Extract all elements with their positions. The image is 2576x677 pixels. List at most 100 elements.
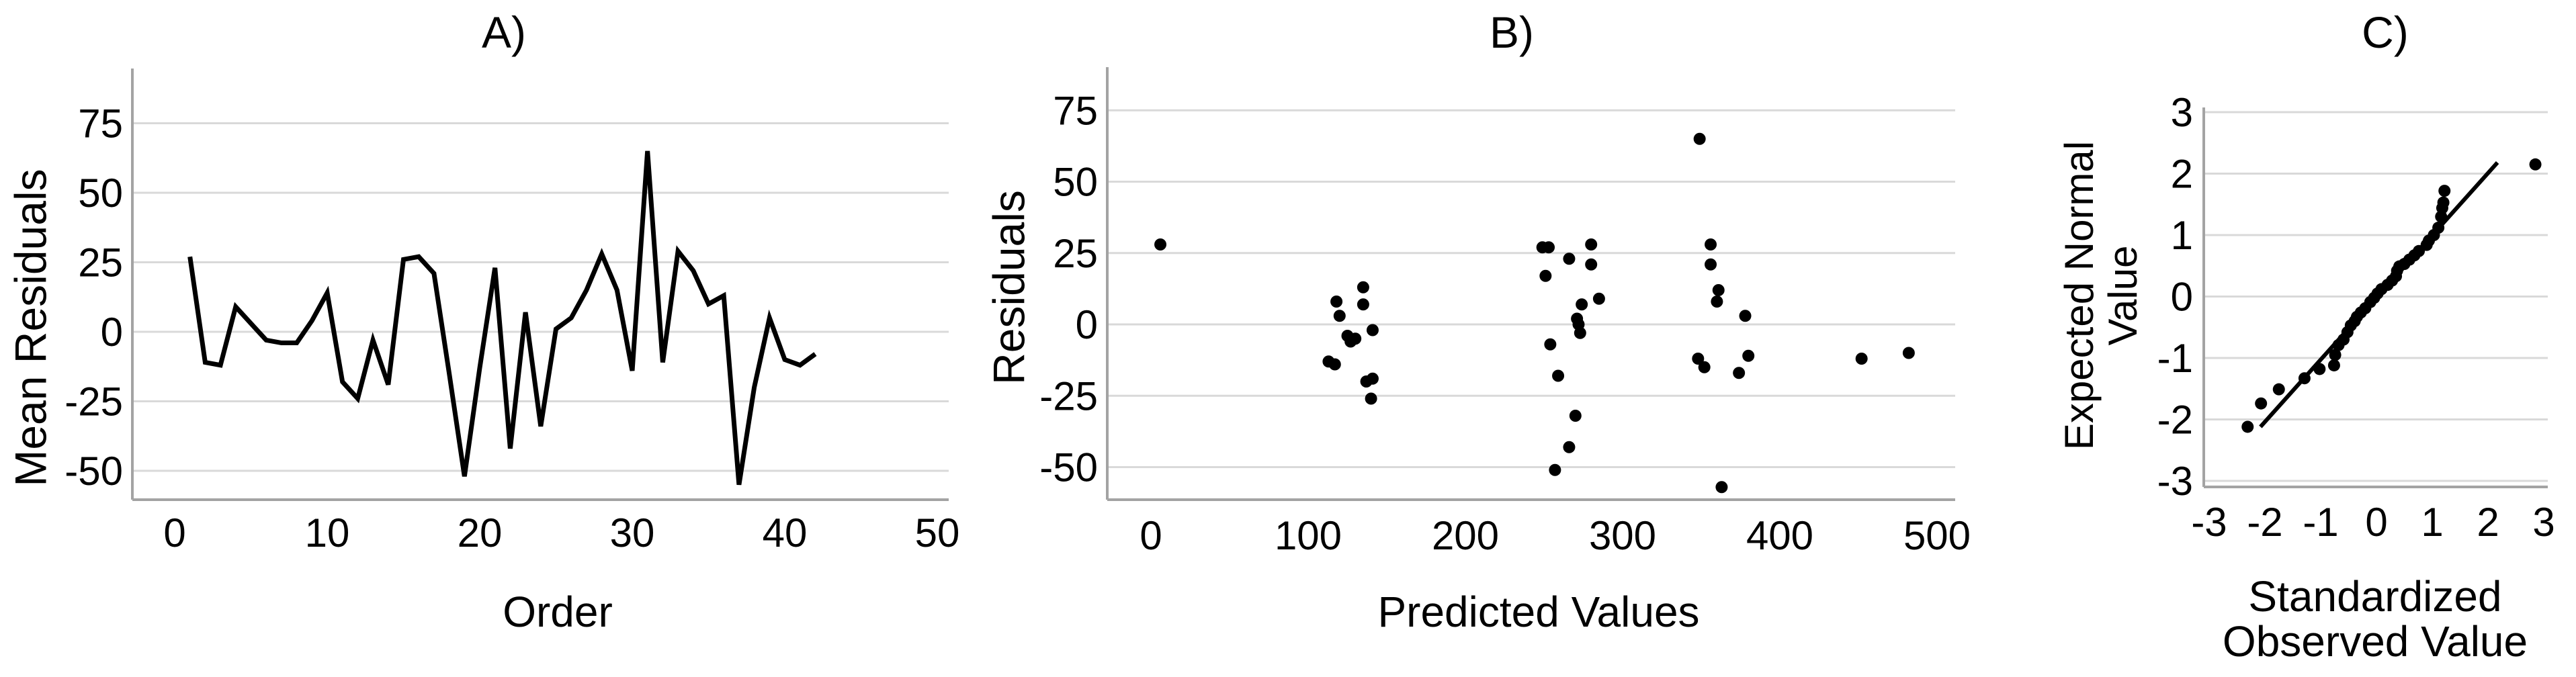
panel-a-y-tick-label: -50	[65, 449, 123, 494]
panel-a-gridlines	[132, 122, 949, 472]
panel-c-title: C)	[2362, 7, 2409, 57]
panel-c-x-tick-label: 1	[2421, 500, 2443, 545]
panel-b-point	[1330, 296, 1343, 308]
panel-a-x-tick-label: 0	[163, 510, 185, 555]
panel-b-point	[1585, 258, 1598, 271]
panel-c-point	[2255, 397, 2268, 410]
panel-b-point	[1692, 353, 1705, 365]
panel-b-x-tick-label: 200	[1432, 513, 1499, 558]
panel-c-y-tick-labels: 3 2 1 0 -1 -2 -3	[2157, 90, 2193, 504]
panel-b-point	[1711, 296, 1723, 308]
panel-b: 75 50 25 0 -25 -50 0 100 200 300 400 500	[1039, 67, 1971, 558]
panel-b-point	[1592, 292, 1605, 305]
panel-c-y-tick-label: 0	[2171, 275, 2193, 320]
panel-b-point	[1563, 253, 1576, 265]
panel-c-point	[2327, 359, 2340, 371]
panel-c-y-tick-label: 1	[2171, 213, 2193, 258]
panel-b-point	[1715, 481, 1728, 494]
panel-a-y-tick-labels: 75 50 25 0 -25 -50	[65, 101, 123, 494]
panel-a-data-line	[187, 150, 817, 486]
panel-a-y-tick-label: -25	[65, 379, 123, 424]
panel-b-y-tick-labels: 75 50 25 0 -25 -50	[1039, 88, 1098, 490]
panel-c-point	[2529, 158, 2542, 171]
panel-b-point	[1357, 298, 1369, 311]
panel-b-point	[1576, 298, 1588, 311]
panel-b-title: B)	[1490, 7, 1534, 57]
panel-b-point	[1349, 332, 1362, 345]
panel-b-point	[1544, 338, 1557, 351]
panel-b-point	[1705, 238, 1717, 251]
panel-a-y-tick-label: 75	[78, 101, 123, 146]
panel-b-point	[1563, 441, 1576, 453]
panel-b-point	[1549, 463, 1561, 476]
panel-b-x-tick-label: 300	[1589, 513, 1656, 558]
panel-b-point	[1328, 358, 1341, 371]
panel-b-y-tick-label: 75	[1053, 88, 1098, 133]
panel-c-point	[2437, 196, 2450, 209]
panel-c-x-axis-label: Standardized Observed Value	[2223, 574, 2528, 664]
panel-c-y-axis-label-line2: Value	[2100, 245, 2145, 346]
panel-a-y-tick-label: 25	[78, 240, 123, 285]
panel-a-x-tick-label: 10	[305, 510, 350, 555]
panel-b-data-points	[1154, 132, 1915, 494]
panel-b-point	[1733, 367, 1746, 379]
panel-a-x-tick-label: 20	[458, 510, 503, 555]
panel-b-point	[1552, 369, 1565, 382]
panel-a-x-tick-label: 40	[763, 510, 808, 555]
panel-a-x-tick-label: 50	[915, 510, 960, 555]
panel-c-data-points	[2241, 158, 2542, 433]
panel-b-x-tick-label: 100	[1275, 513, 1342, 558]
panel-a-y-axis-label: Mean Residuals	[5, 169, 56, 487]
panel-c-y-axis-label-line1: Expected Normal	[2057, 140, 2102, 451]
panel-b-point	[1365, 392, 1377, 405]
panel-c-y-tick-label: -3	[2157, 459, 2193, 504]
panel-c-x-axis-label-line2: Observed Value	[2222, 617, 2528, 666]
panel-b-point	[1366, 324, 1379, 336]
panel-b-gridlines	[1107, 109, 1955, 468]
panel-b-y-axis-label: Residuals	[984, 190, 1034, 385]
panel-c-x-tick-label: 3	[2532, 500, 2554, 545]
panel-b-point	[1739, 310, 1752, 322]
panel-c-x-tick-label: -2	[2247, 500, 2282, 545]
panel-c-x-axis-label-line1: Standardized	[2248, 572, 2502, 621]
panel-b-y-tick-label: 50	[1053, 160, 1098, 205]
panel-c-point	[2298, 372, 2311, 385]
panel-a: 75 50 25 0 -25 -50 0 10 20 30 40 50	[65, 69, 959, 555]
panel-b-point	[1366, 372, 1379, 385]
panel-c-point	[2313, 363, 2326, 375]
panel-b-point	[1855, 353, 1868, 365]
panel-b-y-tick-label: -50	[1039, 445, 1098, 490]
panel-b-point	[1693, 132, 1706, 145]
panel-b-point	[1333, 310, 1346, 322]
panel-c-x-tick-label: 0	[2365, 500, 2387, 545]
panel-b-point	[1569, 410, 1582, 422]
panel-c-x-tick-label: -1	[2303, 500, 2338, 545]
panel-b-point	[1698, 361, 1711, 373]
panel-b-point	[1585, 238, 1598, 251]
panel-c-point	[2432, 222, 2445, 234]
panel-c-y-axis-label: Expected Normal Value	[2057, 140, 2145, 451]
panel-c-point	[2272, 383, 2285, 396]
panel-b-y-tick-label: 0	[1076, 302, 1098, 347]
panel-c-y-tick-label: 3	[2171, 90, 2193, 135]
panel-b-y-tick-label: 25	[1053, 231, 1098, 276]
panel-b-x-tick-label: 400	[1746, 513, 1813, 558]
panel-b-x-tick-label: 0	[1140, 513, 1162, 558]
panel-c-x-tick-label: 2	[2477, 500, 2499, 545]
panel-a-y-tick-label: 50	[78, 171, 123, 216]
panel-c-y-tick-label: -2	[2157, 398, 2193, 443]
panel-c-point	[2438, 185, 2451, 197]
panel-b-x-axis-label: Predicted Values	[1377, 588, 1700, 636]
panel-b-point	[1154, 238, 1167, 251]
panel-b-point	[1742, 349, 1755, 362]
panel-c-y-tick-label: 2	[2171, 152, 2193, 197]
panel-c-x-tick-label: -3	[2191, 500, 2227, 545]
panel-a-x-tick-labels: 0 10 20 30 40 50	[163, 510, 959, 555]
panel-b-point	[1712, 284, 1725, 296]
panel-c-point	[2241, 420, 2254, 433]
panel-b-y-tick-label: -25	[1039, 373, 1098, 418]
panel-c-y-tick-label: -1	[2157, 336, 2193, 381]
